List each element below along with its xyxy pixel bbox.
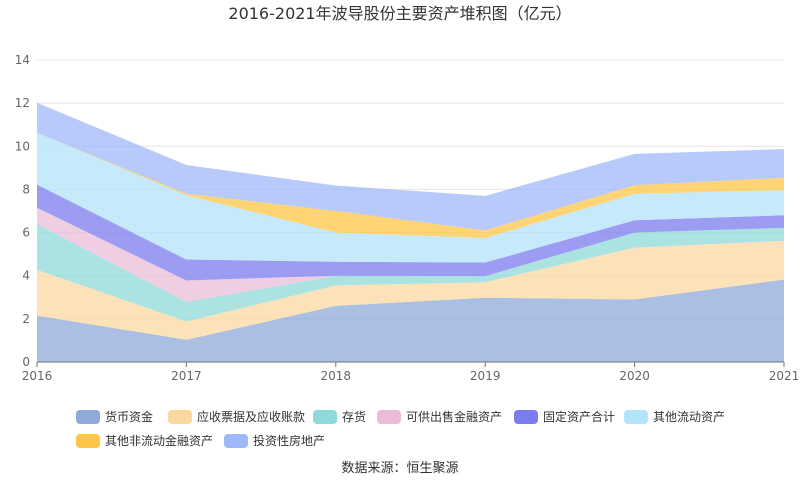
area-series-存货 <box>37 223 784 322</box>
legend-label: 其他流动资产 <box>653 410 725 424</box>
x-tick-label: 2017 <box>171 369 202 383</box>
legend-label: 可供出售金融资产 <box>406 409 502 424</box>
y-tick-label: 12 <box>15 96 30 110</box>
legend-swatch <box>313 410 337 424</box>
axes: 0 2 4 6 8 10 12 14 2016 2017 2018 2019 2020 2021 <box>15 53 800 383</box>
legend-item-固定资产合计[interactable]: 固定资产合计 <box>514 409 615 424</box>
y-tick-label: 6 <box>22 226 30 240</box>
legend-label: 其他非流动金融资产 <box>105 433 213 448</box>
area-series <box>37 102 784 362</box>
legend-label: 投资性房地产 <box>253 433 325 448</box>
legend-item-存货[interactable]: 存货 <box>313 409 366 424</box>
area-series-应收票据及应收账款 <box>37 240 784 340</box>
legend: 货币资金 应收票据及应收账款 存货 可供出售金融资产 固定资产合计 其他流动资产其他非流动… <box>76 409 725 448</box>
y-tick-label: 2 <box>22 312 30 326</box>
data-source-note: 数据来源：恒生聚源 <box>341 461 458 476</box>
y-tick-label: 10 <box>15 139 30 153</box>
legend-swatch <box>224 434 248 448</box>
legend-item-投资性房地产[interactable]: 投资性房地产 <box>224 433 325 448</box>
legend-swatch <box>624 410 648 424</box>
legend-swatch <box>168 410 192 424</box>
area-series-投资性房地产 <box>37 102 784 231</box>
y-tick-label: 0 <box>22 355 30 369</box>
legend-item-货币资金[interactable]: 货币资金 <box>76 409 153 424</box>
y-tick-label: 4 <box>22 269 30 283</box>
x-tick-label: 2020 <box>619 369 650 383</box>
y-tick-label: 14 <box>15 53 30 67</box>
area-series-货币资金 <box>37 279 784 362</box>
area-series-其他非流动金融资产 <box>37 132 784 238</box>
legend-label: 存货 <box>342 409 366 424</box>
legend-swatch <box>76 410 100 424</box>
legend-label: 应收票据及应收账款 <box>197 409 305 424</box>
legend-item-其他流动资产[interactable]: 其他流动资产 <box>624 410 725 424</box>
y-tick-label: 8 <box>22 182 30 196</box>
legend-swatch <box>514 410 538 424</box>
legend-item-其他非流动金融资产[interactable]: 其他非流动金融资产 <box>76 433 213 448</box>
x-tick-label: 2021 <box>769 369 800 383</box>
legend-item-可供出售金融资产[interactable]: 可供出售金融资产 <box>377 409 502 424</box>
area-series-固定资产合计 <box>37 184 784 281</box>
x-tick-label: 2019 <box>470 369 501 383</box>
legend-swatch <box>377 410 401 424</box>
x-tick-label: 2018 <box>321 369 352 383</box>
legend-label: 货币资金 <box>105 409 153 424</box>
legend-label: 固定资产合计 <box>543 409 615 424</box>
legend-swatch <box>76 434 100 448</box>
x-tick-label: 2016 <box>22 369 53 383</box>
area-series-其他流动资产 <box>37 132 784 263</box>
chart-title: 2016-2021年波导股份主要资产堆积图（亿元） <box>228 4 571 23</box>
legend-item-应收票据及应收账款[interactable]: 应收票据及应收账款 <box>168 409 305 424</box>
